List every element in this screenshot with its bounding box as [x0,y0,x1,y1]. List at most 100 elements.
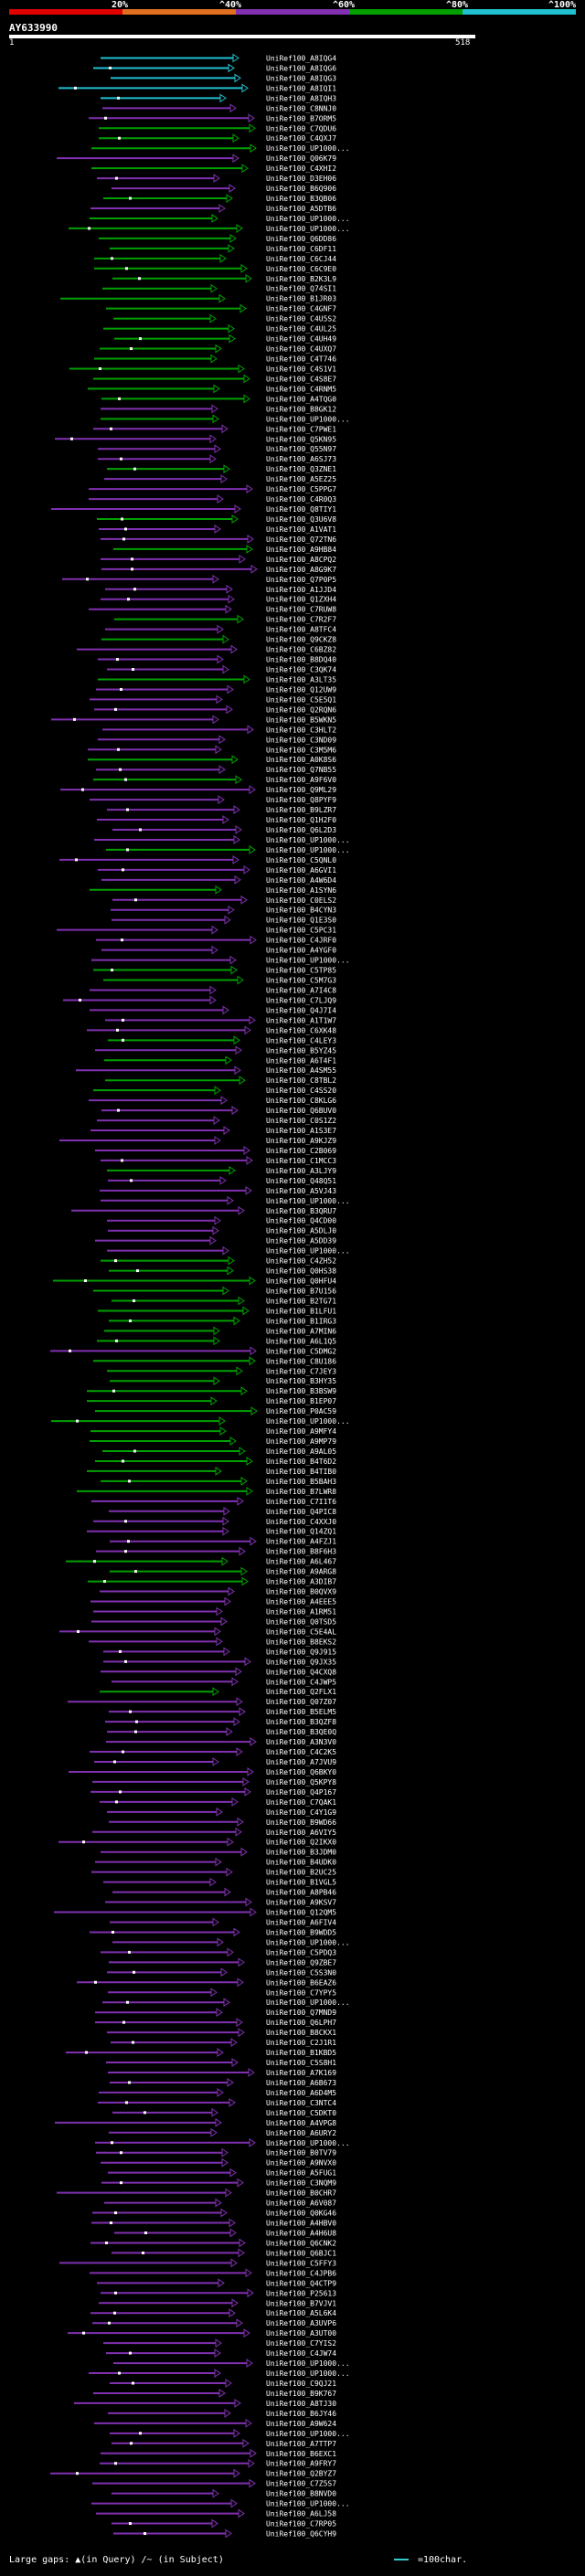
hit-row[interactable]: UniRef100_Q74SI1 [102,283,336,293]
hit-row[interactable]: UniRef100_A9KJZ9 [59,1136,336,1145]
hit-row[interactable]: UniRef100_A1S3E7 [90,1126,336,1135]
hit-row[interactable]: UniRef100_A6B673 [110,2078,336,2087]
hit-row[interactable]: UniRef100_B6Q906 [112,184,336,193]
hit-row[interactable]: UniRef100_P25613 [101,2288,336,2297]
hit-row[interactable]: UniRef100_A7K169 [108,2068,336,2077]
hit-row[interactable]: UniRef100_Q4P167 [90,1786,336,1797]
hit-row[interactable]: UniRef100_A6L1Q5 [97,1336,336,1345]
hit-row[interactable]: UniRef100_Q6CYH9 [113,2528,336,2539]
hit-row[interactable]: UniRef100_C3QK74 [107,664,336,674]
hit-row[interactable]: UniRef100_C9QJ21 [110,2379,336,2388]
hit-row[interactable]: UniRef100_A4YGF0 [101,945,336,955]
hit-row[interactable]: UniRef100_P0AC59 [95,1406,336,1415]
hit-row[interactable]: UniRef100_C4S8E7 [93,374,336,383]
hit-row[interactable]: UniRef100_A3DIB7 [88,1576,336,1586]
hit-row[interactable]: UniRef100_UP1000... [91,2498,350,2508]
hit-row[interactable]: UniRef100_B2K3L9 [112,273,336,283]
hit-row[interactable]: UniRef100_Q4PIC8 [109,1506,336,1516]
hit-row[interactable]: UniRef100_UP1000... [51,1416,350,1426]
hit-row[interactable]: UniRef100_B8CKX1 [107,2028,336,2037]
hit-row[interactable]: UniRef100_A9HB84 [113,544,336,554]
hit-row[interactable]: UniRef100_A5DLJ0 [108,1225,336,1235]
hit-row[interactable]: UniRef100_Q1ZXH4 [101,594,336,604]
hit-row[interactable]: UniRef100_A4VPG8 [55,2117,336,2127]
hit-row[interactable]: UniRef100_B0CHR7 [57,2188,336,2198]
hit-row[interactable]: UniRef100_C1MCC3 [101,1156,336,1165]
hit-row[interactable]: UniRef100_B8GK12 [101,404,336,413]
hit-row[interactable]: UniRef100_A6VIY5 [92,1827,336,1837]
hit-row[interactable]: UniRef100_UP1000... [91,143,350,153]
hit-row[interactable]: UniRef100_C4XXJ0 [93,1516,336,1526]
hit-row[interactable]: UniRef100_C4RNM5 [88,384,336,393]
hit-row[interactable]: UniRef100_B3QZF8 [105,1717,336,1726]
hit-row[interactable]: UniRef100_A8PB46 [112,1887,336,1897]
hit-row[interactable]: UniRef100_Q2RQN6 [94,705,336,714]
hit-row[interactable]: UniRef100_Q14ZQ1 [87,1526,336,1536]
hit-row[interactable]: UniRef100_C7I1T6 [91,1496,336,1506]
hit-row[interactable]: UniRef100_A0K8S6 [88,755,336,764]
hit-row[interactable]: UniRef100_A4TQG0 [101,394,336,403]
hit-row[interactable]: UniRef100_A6URY2 [109,2127,336,2137]
hit-row[interactable]: UniRef100_C3HLT2 [102,725,336,734]
hit-row[interactable]: UniRef100_A4SM55 [76,1065,336,1075]
hit-row[interactable]: UniRef100_A9KSV7 [105,1897,336,1907]
hit-row[interactable]: UniRef100_Q4CTP9 [97,2278,336,2287]
hit-row[interactable]: UniRef100_UP1000... [107,1246,350,1256]
hit-row[interactable]: UniRef100_B1VGL5 [103,1877,336,1887]
hit-row[interactable]: UniRef100_B3QB06 [103,194,336,203]
hit-row[interactable]: UniRef100_C5S8H1 [106,2058,336,2067]
hit-row[interactable]: UniRef100_B0TV79 [96,2147,336,2157]
hit-row[interactable]: UniRef100_C4S1V1 [69,364,336,373]
hit-row[interactable]: UniRef100_C3M5M6 [88,745,336,754]
hit-row[interactable]: UniRef100_A8IQI1 [58,83,336,92]
hit-row[interactable]: UniRef100_C7QAK1 [100,1797,336,1807]
hit-row[interactable]: UniRef100_UP1000... [101,1195,350,1205]
hit-row[interactable]: UniRef100_A8IQH3 [101,93,336,102]
hit-row[interactable]: UniRef100_B7VJV1 [99,2298,336,2307]
hit-row[interactable]: UniRef100_B7ORM5 [89,113,336,122]
hit-row[interactable]: UniRef100_B8NVD0 [112,2488,336,2498]
hit-row[interactable]: UniRef100_B1KBD5 [66,2048,336,2057]
hit-row[interactable]: UniRef100_A1T1W7 [105,1015,336,1024]
hit-row[interactable]: UniRef100_C4ZH52 [101,1256,336,1266]
hit-row[interactable]: UniRef100_Q9CKZ8 [101,634,336,644]
hit-row[interactable]: UniRef100_A3UT00 [68,2328,336,2337]
hit-row[interactable]: UniRef100_B9WD66 [109,1817,336,1827]
hit-row[interactable]: UniRef100_C8U186 [93,1356,336,1365]
hit-row[interactable]: UniRef100_B1JR03 [60,293,336,303]
hit-row[interactable]: UniRef100_B4TIB0 [87,1467,336,1476]
hit-row[interactable]: UniRef100_C7LJQ9 [63,995,336,1004]
hit-row[interactable]: UniRef100_A8IQG4 [101,53,336,62]
hit-row[interactable]: UniRef100_Q5KPY8 [92,1777,336,1786]
hit-row[interactable]: UniRef100_Q9ZBE7 [109,1957,336,1966]
hit-row[interactable]: UniRef100_C2B069 [95,1146,336,1155]
hit-row[interactable]: UniRef100_A7TTP7 [112,2438,336,2448]
hit-row[interactable]: UniRef100_A4FZJ1 [110,1536,336,1546]
hit-row[interactable]: UniRef100_UP1000... [91,955,350,965]
hit-row[interactable]: UniRef100_A5FUG1 [108,2168,336,2178]
hit-row[interactable]: UniRef100_C4Y1G9 [107,1807,336,1817]
hit-row[interactable]: UniRef100_B4CYN3 [111,905,336,915]
hit-row[interactable]: UniRef100_A3N3V0 [106,1737,336,1746]
hit-row[interactable]: UniRef100_C5FFY3 [59,2258,336,2267]
hit-row[interactable]: UniRef100_Q1E3S0 [112,915,336,925]
hit-row[interactable]: UniRef100_A6L467 [66,1556,336,1566]
hit-row[interactable]: UniRef100_Q0KG46 [92,2208,336,2218]
hit-row[interactable]: UniRef100_Q7MND9 [95,2008,336,2017]
hit-row[interactable]: UniRef100_C5PDQ3 [101,1947,336,1956]
hit-row[interactable]: UniRef100_Q2FLX1 [100,1687,336,1696]
hit-row[interactable]: UniRef100_C4U5S2 [113,313,336,323]
hit-row[interactable]: UniRef100_B3QE0Q [107,1727,336,1736]
hit-row[interactable]: UniRef100_C7RUW8 [89,604,336,614]
hit-row[interactable]: UniRef100_C4C2K5 [90,1747,336,1756]
hit-row[interactable]: UniRef100_Q9JX35 [103,1657,336,1666]
hit-row[interactable]: UniRef100_A9W624 [94,2418,336,2428]
hit-row[interactable]: UniRef100_Q4CD00 [107,1215,336,1225]
hit-row[interactable]: UniRef100_A6SJ73 [98,454,336,463]
hit-row[interactable]: UniRef100_C3NTC4 [98,2097,336,2107]
hit-row[interactable]: UniRef100_Q0HS38 [109,1266,336,1276]
hit-row[interactable]: UniRef100_Q1H2F0 [97,815,336,824]
hit-row[interactable]: UniRef100_A4HBV0 [91,2218,336,2228]
hit-row[interactable]: UniRef100_Q4J7I4 [90,1005,336,1014]
hit-row[interactable]: UniRef100_C7PWE1 [93,424,336,433]
